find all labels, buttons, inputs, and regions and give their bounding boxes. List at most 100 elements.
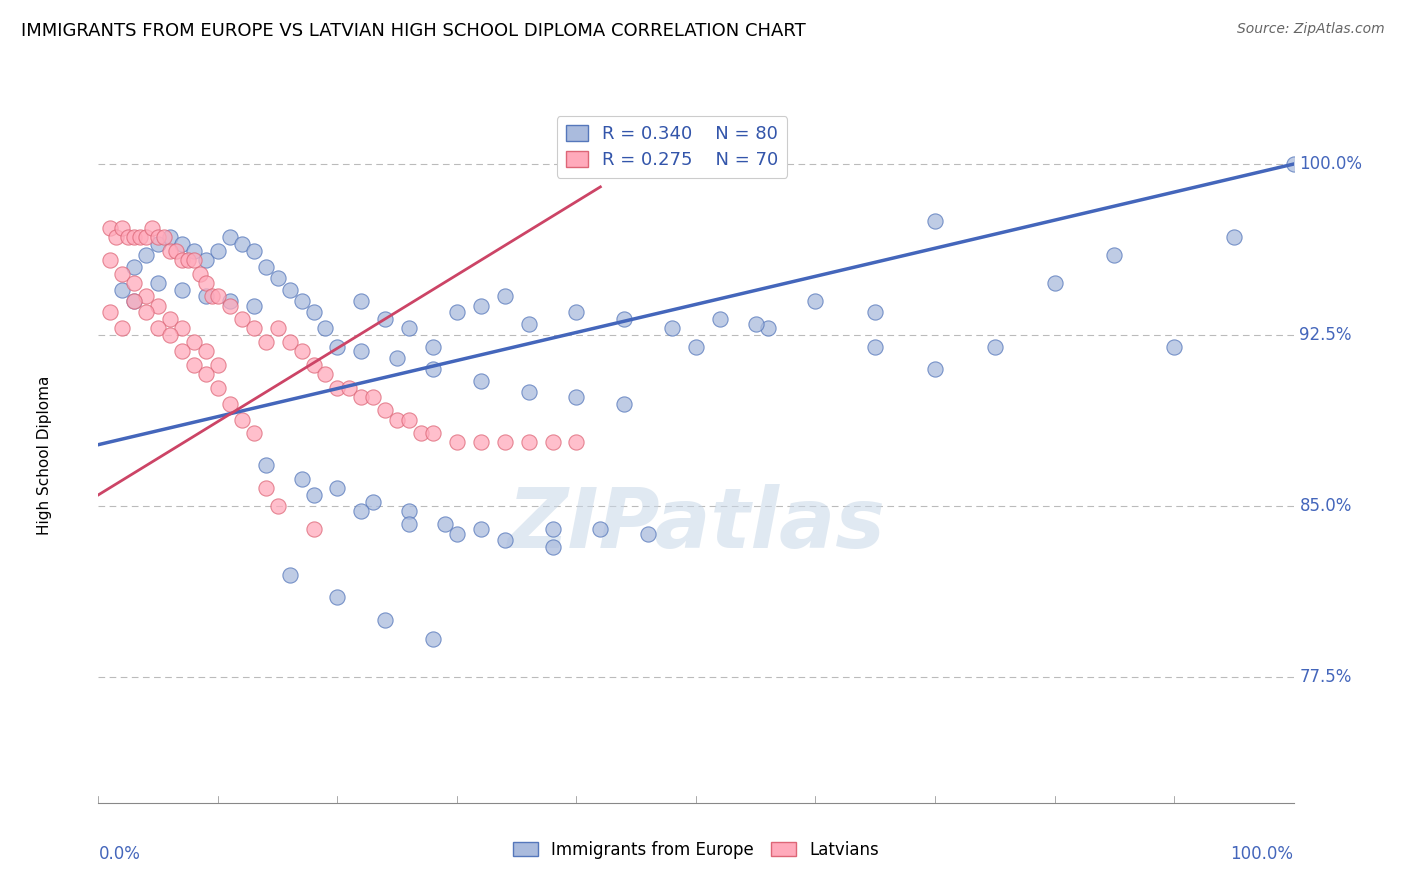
- Point: [326, 591, 349, 605]
- Point: [924, 214, 946, 228]
- Point: [219, 293, 242, 308]
- Point: [411, 426, 433, 441]
- Point: [148, 298, 170, 312]
- Point: [1223, 230, 1246, 244]
- Text: Source: ZipAtlas.com: Source: ZipAtlas.com: [1237, 22, 1385, 37]
- Point: [865, 340, 887, 354]
- Point: [172, 283, 194, 297]
- Point: [565, 390, 588, 404]
- Point: [105, 230, 128, 244]
- Text: 0.0%: 0.0%: [98, 845, 141, 863]
- Point: [422, 340, 444, 354]
- Point: [613, 312, 636, 326]
- Point: [148, 236, 170, 251]
- Point: [470, 298, 492, 312]
- Point: [148, 321, 170, 335]
- Point: [422, 426, 444, 441]
- Point: [254, 458, 277, 473]
- Point: [434, 517, 457, 532]
- Point: [745, 317, 768, 331]
- Point: [129, 230, 152, 244]
- Point: [363, 390, 385, 404]
- Point: [350, 390, 373, 404]
- Point: [98, 305, 122, 319]
- Text: 100.0%: 100.0%: [1230, 845, 1294, 863]
- Point: [398, 517, 420, 532]
- Point: [124, 230, 146, 244]
- Point: [172, 236, 194, 251]
- Point: [302, 358, 325, 372]
- Point: [1282, 157, 1305, 171]
- Point: [385, 412, 409, 426]
- Point: [541, 541, 564, 555]
- Point: [135, 248, 157, 262]
- Point: [302, 522, 325, 536]
- Point: [517, 317, 540, 331]
- Point: [804, 293, 827, 308]
- Point: [363, 494, 385, 508]
- Text: ZIPatlas: ZIPatlas: [508, 484, 884, 565]
- Point: [165, 244, 187, 258]
- Point: [374, 613, 396, 627]
- Point: [267, 271, 290, 285]
- Point: [315, 321, 337, 335]
- Point: [172, 344, 194, 359]
- Point: [172, 321, 194, 335]
- Point: [195, 252, 218, 267]
- Point: [374, 403, 396, 417]
- Point: [195, 289, 218, 303]
- Point: [326, 340, 349, 354]
- Point: [111, 283, 134, 297]
- Point: [207, 358, 229, 372]
- Point: [98, 252, 122, 267]
- Point: [446, 305, 468, 319]
- Point: [159, 230, 181, 244]
- Point: [422, 632, 444, 646]
- Point: [254, 260, 277, 274]
- Point: [350, 293, 373, 308]
- Point: [195, 367, 218, 381]
- Point: [278, 567, 301, 582]
- Point: [565, 305, 588, 319]
- Point: [254, 334, 277, 349]
- Point: [159, 312, 181, 326]
- Point: [183, 334, 205, 349]
- Point: [924, 362, 946, 376]
- Point: [302, 488, 325, 502]
- Point: [254, 481, 277, 495]
- Point: [385, 351, 409, 365]
- Point: [517, 435, 540, 450]
- Point: [315, 367, 337, 381]
- Text: IMMIGRANTS FROM EUROPE VS LATVIAN HIGH SCHOOL DIPLOMA CORRELATION CHART: IMMIGRANTS FROM EUROPE VS LATVIAN HIGH S…: [21, 22, 806, 40]
- Point: [470, 374, 492, 388]
- Point: [541, 522, 564, 536]
- Point: [541, 435, 564, 450]
- Point: [153, 230, 176, 244]
- Point: [195, 344, 218, 359]
- Point: [494, 289, 516, 303]
- Point: [494, 533, 516, 548]
- Point: [219, 298, 242, 312]
- Point: [183, 244, 205, 258]
- Point: [613, 396, 636, 410]
- Point: [470, 522, 492, 536]
- Point: [267, 321, 290, 335]
- Point: [661, 321, 683, 335]
- Point: [326, 381, 349, 395]
- Point: [124, 276, 146, 290]
- Point: [135, 289, 157, 303]
- Point: [637, 526, 659, 541]
- Point: [984, 340, 1007, 354]
- Point: [243, 244, 266, 258]
- Point: [207, 244, 229, 258]
- Point: [188, 267, 211, 281]
- Point: [291, 344, 314, 359]
- Point: [291, 293, 314, 308]
- Point: [207, 381, 229, 395]
- Point: [1163, 340, 1185, 354]
- Point: [124, 293, 146, 308]
- Point: [326, 481, 349, 495]
- Point: [517, 385, 540, 400]
- Text: 77.5%: 77.5%: [1299, 668, 1353, 686]
- Point: [207, 289, 229, 303]
